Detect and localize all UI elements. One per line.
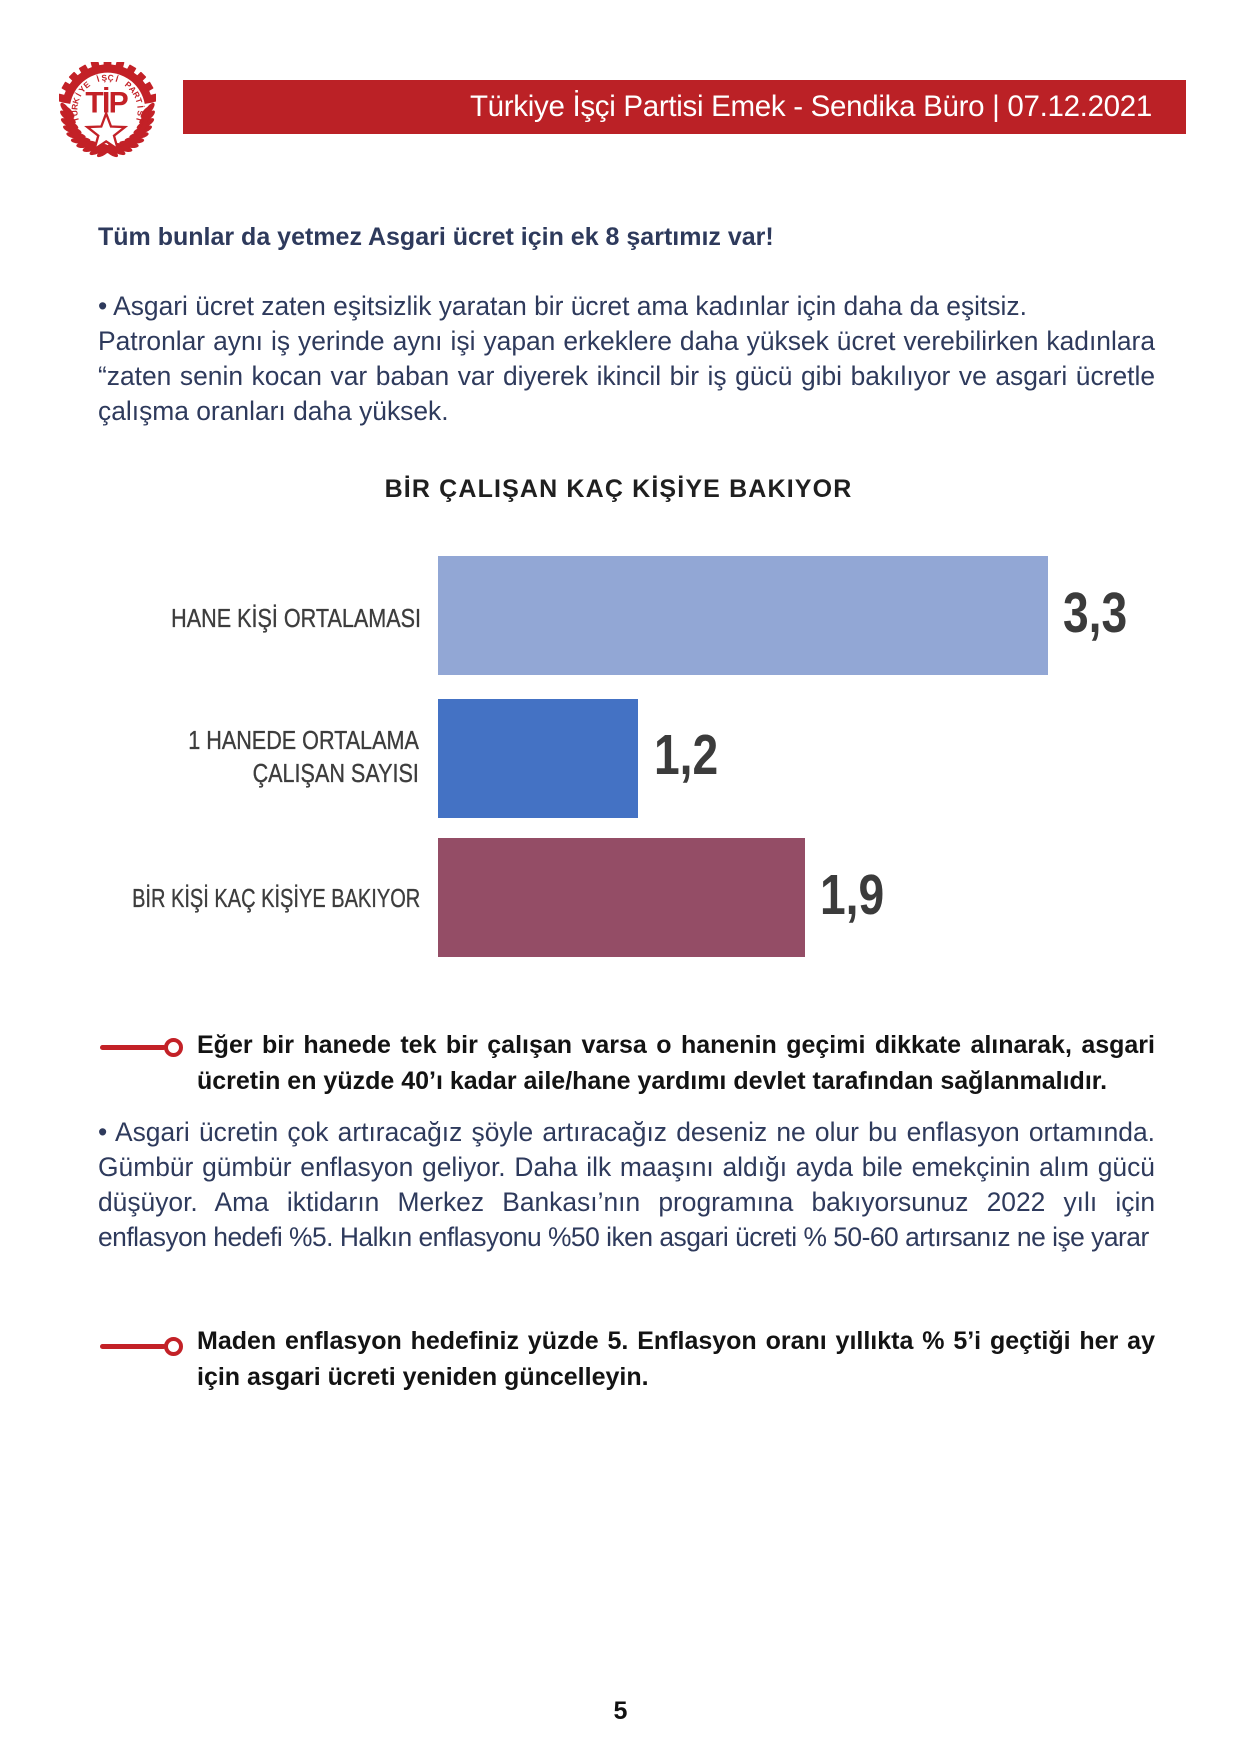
svg-text:İ: İ (135, 105, 145, 108)
svg-text:E: E (81, 79, 92, 91)
svg-text:R: R (69, 103, 80, 110)
svg-text:Ç: Ç (107, 72, 114, 83)
svg-text:S: S (135, 110, 145, 117)
svg-text:İ: İ (114, 74, 119, 84)
svg-text:Ü: Ü (69, 110, 79, 117)
svg-text:T: T (134, 97, 145, 105)
svg-text:Ş: Ş (101, 72, 108, 83)
svg-text:İ: İ (134, 117, 144, 122)
svg-text:R: R (131, 90, 143, 100)
svg-text:TİP: TİP (85, 86, 128, 119)
svg-text:Y: Y (76, 84, 88, 95)
svg-text:İ: İ (95, 74, 100, 84)
svg-text:P: P (123, 79, 134, 91)
svg-text:İ: İ (74, 91, 84, 98)
svg-text:A: A (127, 84, 139, 95)
svg-text:K: K (70, 96, 81, 105)
svg-text:T: T (70, 116, 81, 124)
